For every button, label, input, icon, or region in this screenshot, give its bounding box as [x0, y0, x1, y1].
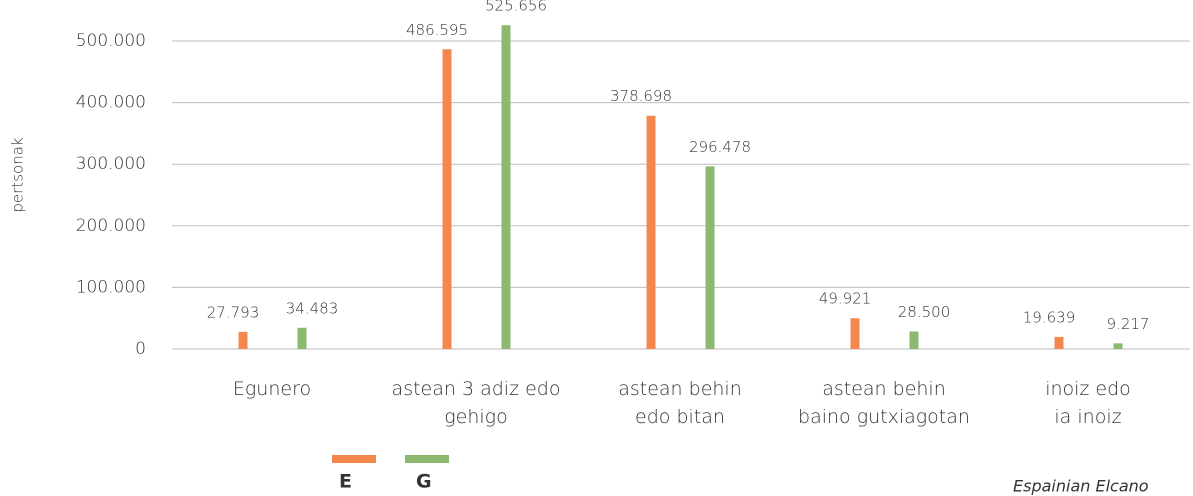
- y-tick-label: 0: [135, 339, 146, 359]
- y-axis-label: pertsonak: [9, 137, 27, 212]
- data-label: 486.595: [406, 21, 468, 39]
- x-tick-label: Egunero: [233, 378, 311, 400]
- y-tick-label: 500.000: [76, 31, 146, 51]
- x-tick-label: inoiz edo ia inoiz: [1045, 378, 1131, 428]
- data-label: 34.483: [286, 299, 339, 317]
- bar: [442, 49, 452, 350]
- data-label: 19.639: [1023, 308, 1076, 326]
- legend-swatch: [332, 455, 376, 463]
- bar: [501, 25, 511, 350]
- bar: [1054, 336, 1064, 349]
- legend-swatch: [405, 455, 449, 463]
- data-label: 28.500: [898, 303, 951, 321]
- bar: [909, 331, 919, 349]
- bar: [238, 331, 248, 349]
- x-tick-label: astean behin edo bitan: [618, 378, 742, 428]
- bar: [705, 166, 715, 349]
- data-label: 27.793: [207, 303, 260, 321]
- x-tick-label: astean behin baino gutxiagotan: [798, 378, 970, 428]
- legend-label: E: [339, 471, 352, 493]
- bar: [850, 318, 860, 349]
- bar: [297, 327, 307, 349]
- y-tick-label: 300.000: [76, 154, 146, 174]
- y-tick-label: 200.000: [76, 216, 146, 236]
- bar: [1113, 343, 1123, 349]
- y-tick-label: 100.000: [76, 277, 146, 297]
- legend-label: G: [416, 471, 432, 493]
- data-label: 296.478: [689, 138, 751, 156]
- data-label: 49.921: [819, 290, 872, 308]
- source-note: Espainian Elcano: [1013, 477, 1149, 496]
- data-label: 378.698: [610, 87, 672, 105]
- data-label: 9.217: [1107, 315, 1150, 333]
- data-label: 525.656: [485, 0, 547, 15]
- bar: [646, 115, 656, 349]
- x-tick-label: astean 3 adiz edo gehigo: [392, 378, 561, 428]
- y-tick-label: 400.000: [76, 93, 146, 113]
